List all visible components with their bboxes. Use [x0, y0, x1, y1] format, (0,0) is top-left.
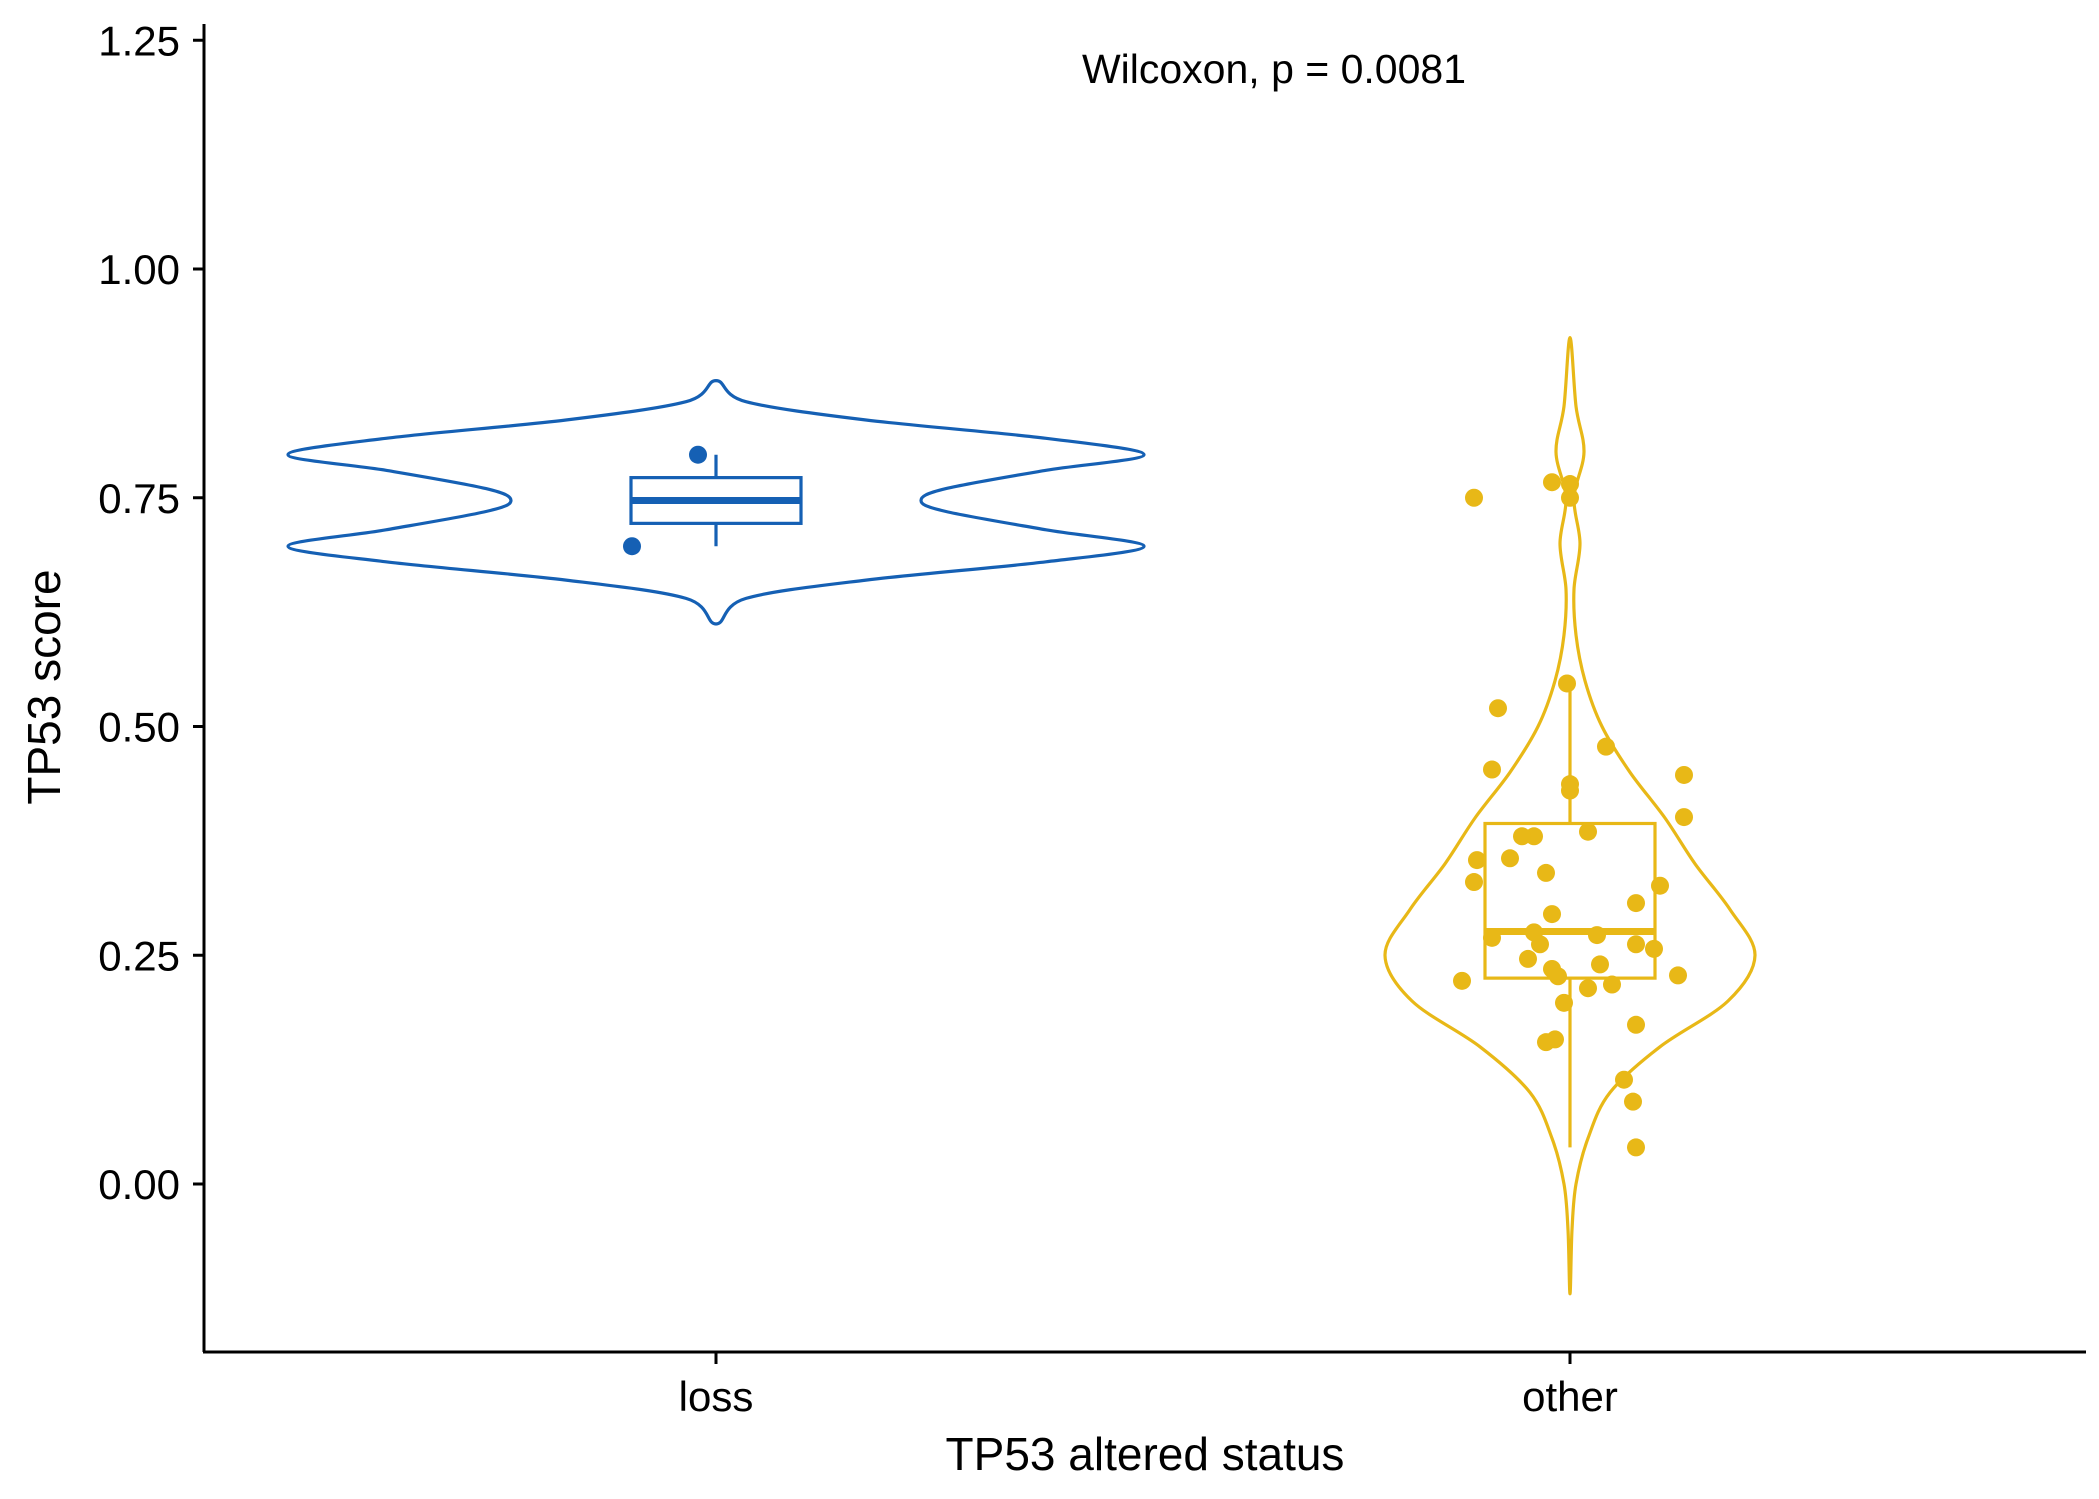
violin-layer — [286, 335, 1757, 1296]
data-point-other — [1558, 674, 1576, 693]
y-tick-label: 0.00 — [98, 1161, 180, 1208]
annotation-text: Wilcoxon, p = 0.0081 — [1082, 46, 1466, 92]
data-point-other — [1543, 905, 1561, 924]
data-point-other — [1561, 475, 1579, 494]
data-point-other — [1531, 935, 1549, 954]
data-point-other — [1627, 935, 1645, 954]
data-point-other — [1675, 765, 1693, 784]
data-point-other — [1483, 928, 1501, 947]
y-tick-label: 1.25 — [98, 17, 180, 64]
y-tick-label: 0.75 — [98, 475, 180, 522]
data-point-other — [1675, 808, 1693, 827]
data-point-other — [1645, 939, 1663, 958]
x-ticks: loss other — [679, 1352, 1618, 1420]
data-point-other — [1513, 827, 1531, 846]
x-tick-label-other: other — [1522, 1373, 1618, 1420]
data-point-other — [1489, 699, 1507, 718]
data-point-other — [1627, 1015, 1645, 1034]
data-point-other — [1537, 1033, 1555, 1052]
data-point-other — [1483, 760, 1501, 779]
x-axis-title: TP53 altered status — [946, 1428, 1345, 1480]
data-point-other — [1468, 851, 1486, 870]
data-point-other — [1549, 967, 1567, 986]
data-point-other — [1627, 894, 1645, 913]
points-layer — [623, 445, 1693, 1157]
data-point-other — [1603, 975, 1621, 994]
data-point-other — [1561, 781, 1579, 800]
data-point-other — [1615, 1070, 1633, 1089]
x-tick-label-loss: loss — [679, 1373, 754, 1420]
data-point-other — [1561, 488, 1579, 507]
data-point-other — [1669, 966, 1687, 985]
data-point-other — [1465, 488, 1483, 507]
data-point-loss — [689, 445, 707, 464]
y-tick-label: 0.50 — [98, 704, 180, 751]
y-tick-label: 0.25 — [98, 932, 180, 979]
data-point-other — [1627, 1138, 1645, 1157]
data-point-loss — [623, 537, 641, 556]
data-point-other — [1579, 822, 1597, 841]
data-point-other — [1519, 949, 1537, 968]
violin-loss — [286, 378, 1146, 626]
data-point-other — [1465, 873, 1483, 892]
data-point-other — [1543, 473, 1561, 492]
axes-layer — [202, 24, 2086, 1354]
y-ticks: 0.00 0.25 0.50 0.75 1.00 1.25 — [98, 17, 204, 1208]
violin-other — [1383, 335, 1757, 1296]
boxplot-layer — [629, 454, 1657, 1148]
data-point-other — [1597, 737, 1615, 756]
box-other — [1483, 821, 1657, 980]
data-point-other — [1651, 876, 1669, 895]
data-point-other — [1588, 926, 1606, 945]
data-point-other — [1579, 979, 1597, 998]
data-point-other — [1555, 993, 1573, 1012]
data-point-other — [1453, 971, 1471, 990]
y-axis-title: TP53 score — [18, 569, 70, 804]
data-point-other — [1591, 955, 1609, 974]
y-tick-label: 1.00 — [98, 246, 180, 293]
data-point-other — [1537, 863, 1555, 882]
data-point-other — [1624, 1092, 1642, 1111]
data-point-other — [1501, 849, 1519, 868]
